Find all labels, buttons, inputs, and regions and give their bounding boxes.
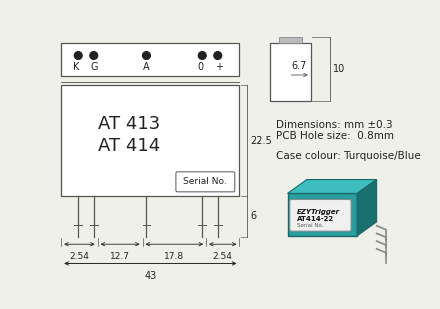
Polygon shape <box>287 180 377 193</box>
Text: Case colour: Turquoise/Blue: Case colour: Turquoise/Blue <box>276 151 421 161</box>
Circle shape <box>198 52 206 59</box>
Text: +: + <box>215 61 224 71</box>
Bar <box>271 43 311 101</box>
Text: K: K <box>73 61 79 71</box>
Text: 10: 10 <box>333 64 345 74</box>
FancyBboxPatch shape <box>176 172 235 192</box>
Text: 6.7: 6.7 <box>292 61 307 71</box>
Circle shape <box>143 52 150 59</box>
Circle shape <box>90 52 98 59</box>
FancyBboxPatch shape <box>290 200 351 231</box>
Text: AT 413: AT 413 <box>98 115 160 133</box>
Bar <box>279 37 302 43</box>
Text: Serial No.: Serial No. <box>183 177 227 186</box>
Text: Serial No.: Serial No. <box>297 223 323 228</box>
Text: PCB Hole size:  0.8mm: PCB Hole size: 0.8mm <box>276 131 394 141</box>
Bar <box>61 85 239 197</box>
Circle shape <box>74 52 82 59</box>
Text: 2.54: 2.54 <box>213 252 233 261</box>
Text: 6: 6 <box>250 211 257 222</box>
Text: 22.5: 22.5 <box>250 136 272 146</box>
Text: 17.8: 17.8 <box>164 252 184 261</box>
Text: 43: 43 <box>144 271 157 281</box>
Text: 0: 0 <box>198 61 204 71</box>
Text: EZYTrigger: EZYTrigger <box>297 209 340 215</box>
Bar <box>287 193 357 236</box>
Circle shape <box>214 52 222 59</box>
Text: Dimensions: mm ±0.3: Dimensions: mm ±0.3 <box>276 120 392 130</box>
Text: AT414-22: AT414-22 <box>297 217 334 222</box>
Text: 2.54: 2.54 <box>70 252 89 261</box>
Text: AT 414: AT 414 <box>98 137 160 155</box>
Polygon shape <box>357 180 377 236</box>
Text: G: G <box>90 61 98 71</box>
Text: A: A <box>143 61 150 71</box>
Bar <box>61 43 239 76</box>
Text: 12.7: 12.7 <box>110 252 130 261</box>
